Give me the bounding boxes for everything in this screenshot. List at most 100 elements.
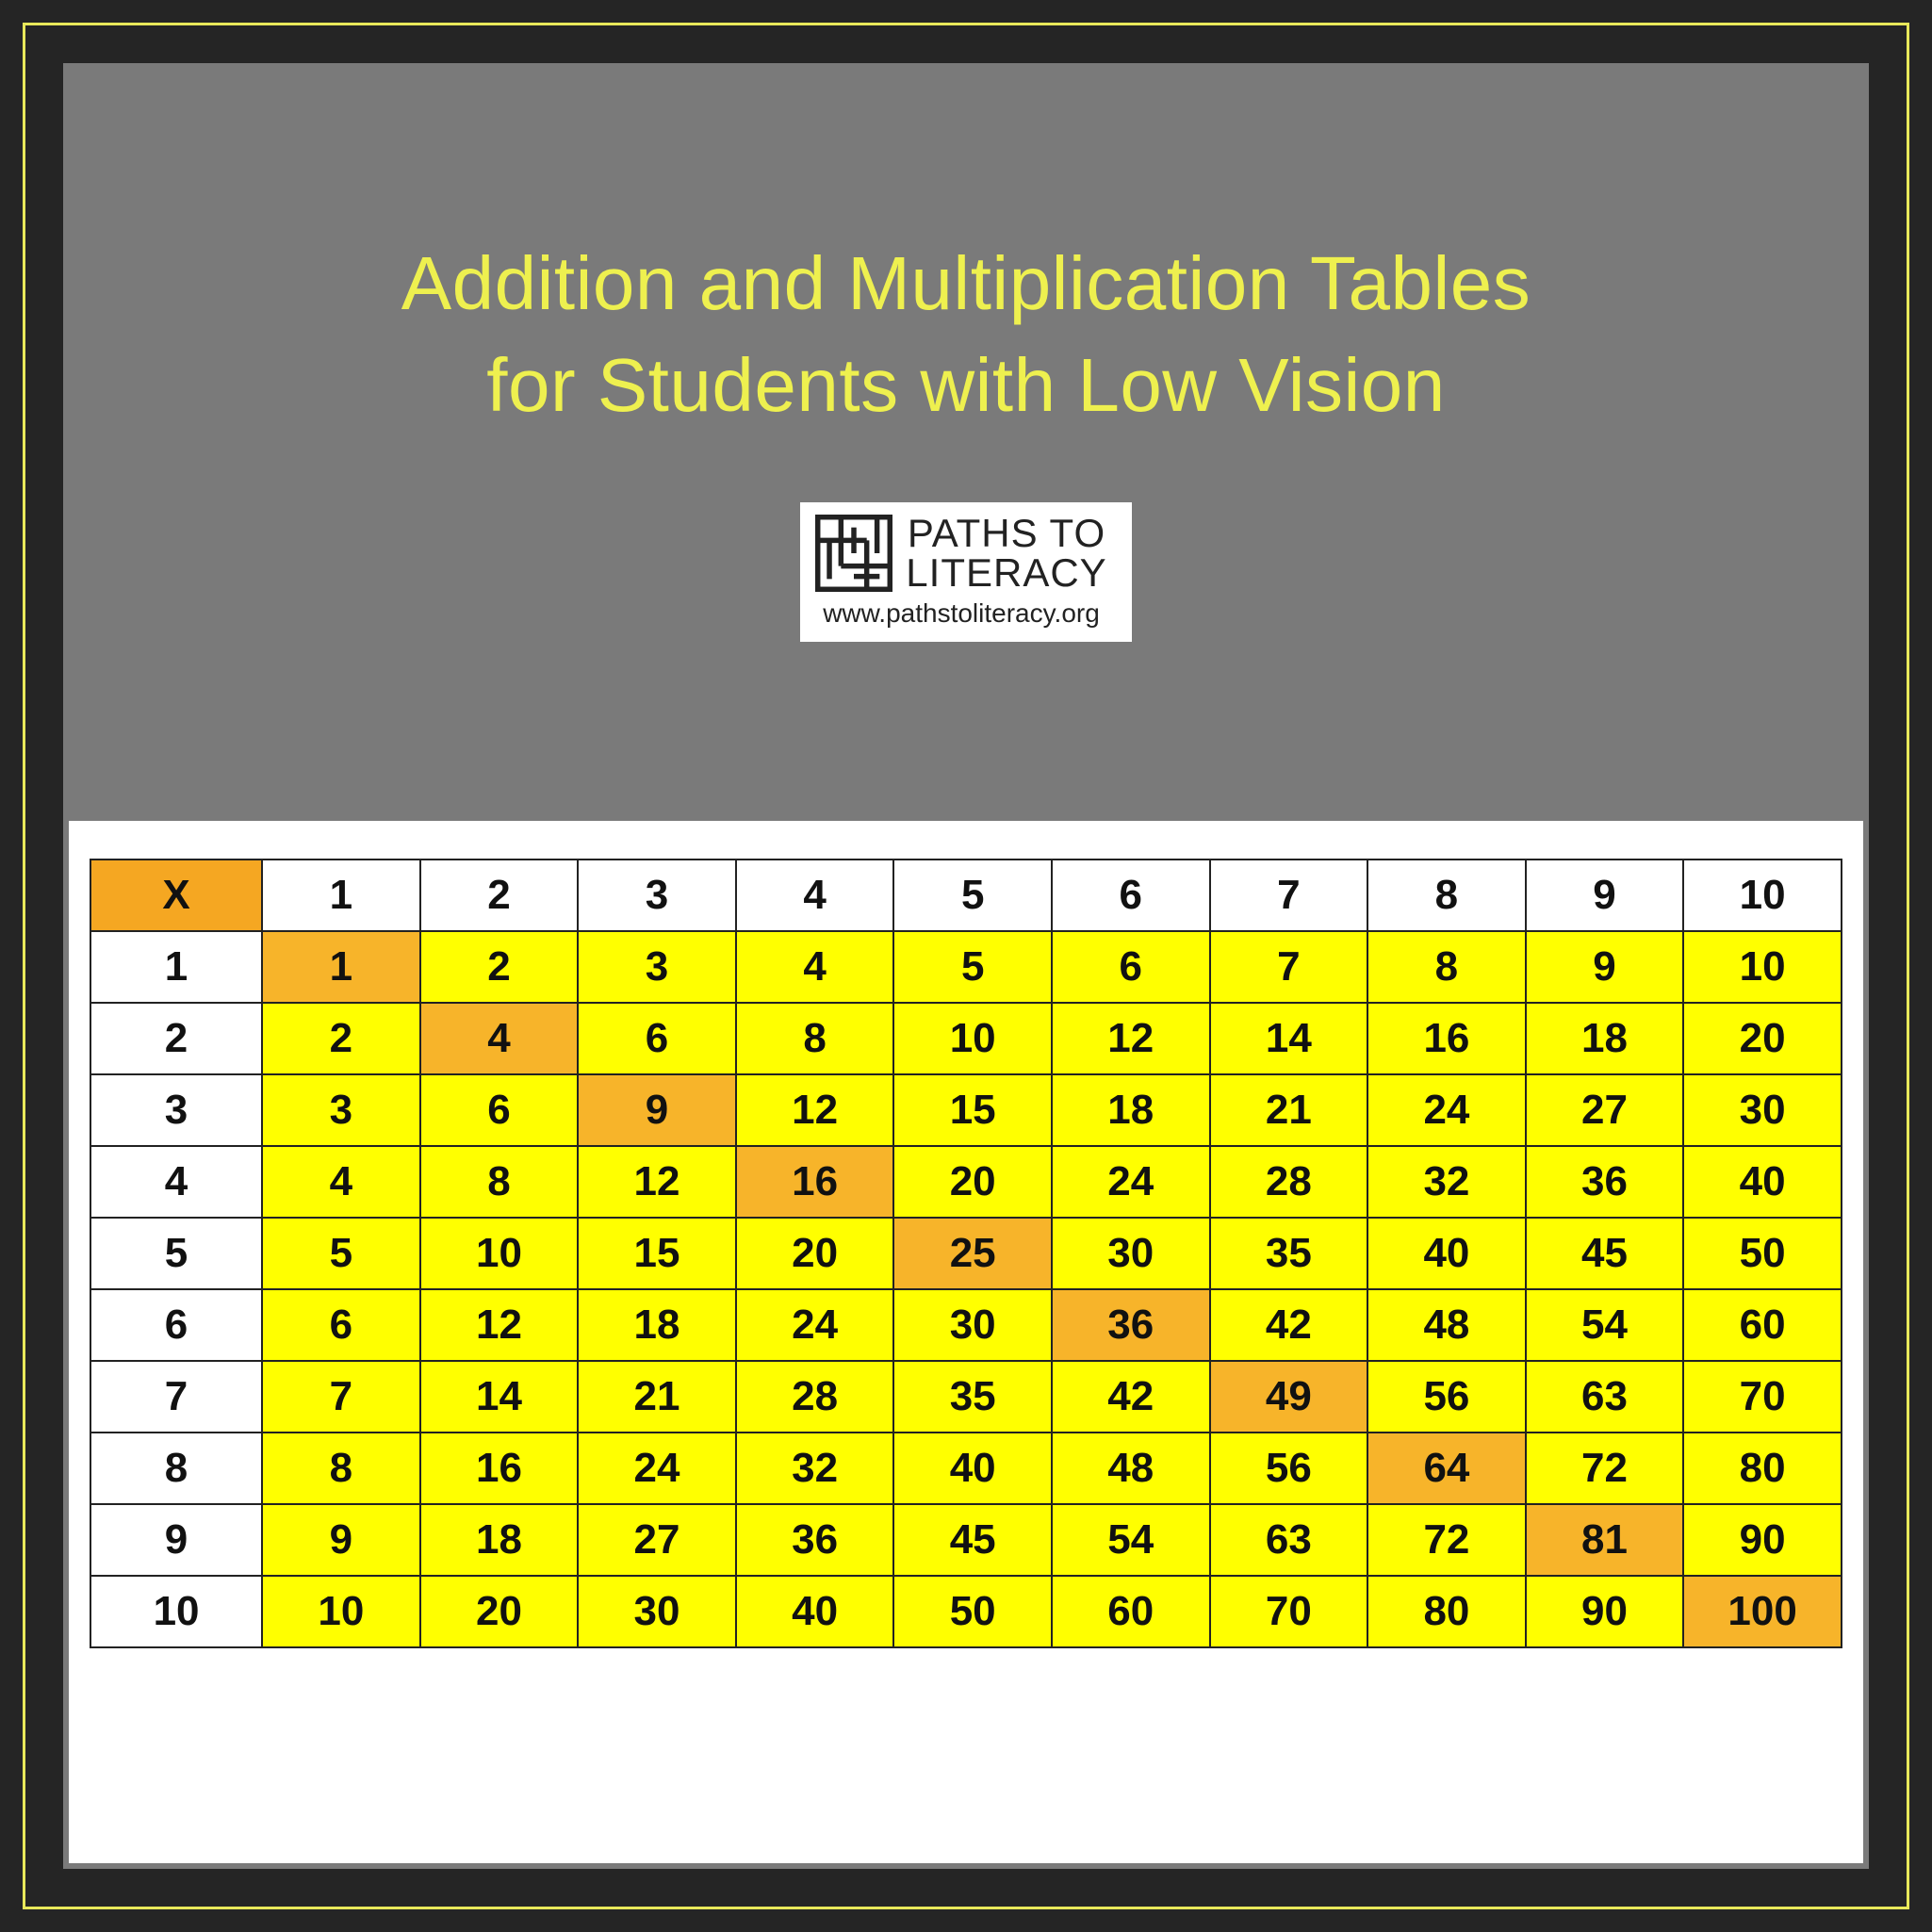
cell: 45 [893, 1504, 1052, 1576]
cell: 12 [1052, 1003, 1210, 1074]
row-header: 5 [90, 1218, 262, 1289]
cell: 35 [1210, 1218, 1368, 1289]
cell: 7 [1210, 931, 1368, 1003]
row-header: 6 [90, 1289, 262, 1361]
cell: 16 [736, 1146, 894, 1218]
row-header: 1 [90, 931, 262, 1003]
row-header: 10 [90, 1576, 262, 1647]
cell: 5 [893, 931, 1052, 1003]
yellow-border: Addition and Multiplication Tables for S… [23, 23, 1909, 1909]
table-row: 5 5 10 15 20 25 30 35 40 45 50 [90, 1218, 1842, 1289]
cell: 72 [1526, 1433, 1684, 1504]
cell: 40 [736, 1576, 894, 1647]
cell: 18 [1526, 1003, 1684, 1074]
table-body: 1 1 2 3 4 5 6 7 8 9 10 [90, 931, 1842, 1647]
cell: 24 [736, 1289, 894, 1361]
cell: 10 [262, 1576, 420, 1647]
cell: 10 [1683, 931, 1842, 1003]
cell: 36 [1052, 1289, 1210, 1361]
corner-cell: X [90, 860, 262, 931]
row-header: 9 [90, 1504, 262, 1576]
cell: 28 [1210, 1146, 1368, 1218]
table-area: X 1 2 3 4 5 6 7 8 9 10 [69, 821, 1863, 1863]
cell: 12 [736, 1074, 894, 1146]
cell: 90 [1683, 1504, 1842, 1576]
cell: 27 [1526, 1074, 1684, 1146]
logo-text: PATHS TO LITERACY [906, 514, 1106, 593]
cell: 7 [262, 1361, 420, 1433]
table-row: 10 10 20 30 40 50 60 70 80 90 100 [90, 1576, 1842, 1647]
cell: 36 [1526, 1146, 1684, 1218]
cell: 32 [1367, 1146, 1526, 1218]
page-title: Addition and Multiplication Tables for S… [120, 233, 1812, 436]
col-header: 6 [1052, 860, 1210, 931]
cell: 30 [1052, 1218, 1210, 1289]
cell: 18 [420, 1504, 579, 1576]
table-row: 3 3 6 9 12 15 18 21 24 27 30 [90, 1074, 1842, 1146]
cell: 9 [578, 1074, 736, 1146]
cell: 8 [736, 1003, 894, 1074]
cell: 50 [1683, 1218, 1842, 1289]
cell: 8 [1367, 931, 1526, 1003]
col-header: 7 [1210, 860, 1368, 931]
cell: 15 [578, 1218, 736, 1289]
cell: 3 [578, 931, 736, 1003]
cell: 2 [420, 931, 579, 1003]
cell: 12 [420, 1289, 579, 1361]
cell: 14 [1210, 1003, 1368, 1074]
multiplication-table: X 1 2 3 4 5 6 7 8 9 10 [90, 859, 1842, 1648]
table-row: 8 8 16 24 32 40 48 56 64 72 80 [90, 1433, 1842, 1504]
cell: 63 [1526, 1361, 1684, 1433]
row-header: 3 [90, 1074, 262, 1146]
maze-icon [815, 515, 892, 592]
cell: 15 [893, 1074, 1052, 1146]
col-header: 4 [736, 860, 894, 931]
cell: 10 [420, 1218, 579, 1289]
cell: 8 [262, 1433, 420, 1504]
cell: 6 [262, 1289, 420, 1361]
table-row: 1 1 2 3 4 5 6 7 8 9 10 [90, 931, 1842, 1003]
cell: 40 [1683, 1146, 1842, 1218]
logo-box: PATHS TO LITERACY www.pathstoliteracy.or… [800, 502, 1131, 642]
cell: 72 [1367, 1504, 1526, 1576]
cell: 12 [578, 1146, 736, 1218]
cell: 30 [578, 1576, 736, 1647]
cell: 27 [578, 1504, 736, 1576]
cell: 2 [262, 1003, 420, 1074]
logo-line-1: PATHS TO [906, 514, 1106, 553]
cell: 42 [1210, 1289, 1368, 1361]
inner-panel: Addition and Multiplication Tables for S… [63, 63, 1869, 1869]
cell: 18 [578, 1289, 736, 1361]
cell: 80 [1367, 1576, 1526, 1647]
cell: 45 [1526, 1218, 1684, 1289]
cell: 48 [1367, 1289, 1526, 1361]
row-header: 7 [90, 1361, 262, 1433]
cell: 35 [893, 1361, 1052, 1433]
cell: 30 [893, 1289, 1052, 1361]
cell: 81 [1526, 1504, 1684, 1576]
cell: 10 [893, 1003, 1052, 1074]
table-row: 4 4 8 12 16 20 24 28 32 36 40 [90, 1146, 1842, 1218]
cell: 24 [1052, 1146, 1210, 1218]
cell: 8 [420, 1146, 579, 1218]
cell: 36 [736, 1504, 894, 1576]
cell: 32 [736, 1433, 894, 1504]
logo-row: PATHS TO LITERACY [815, 514, 1106, 593]
cell: 90 [1526, 1576, 1684, 1647]
cell: 21 [578, 1361, 736, 1433]
cell: 3 [262, 1074, 420, 1146]
cell: 60 [1052, 1576, 1210, 1647]
cell: 49 [1210, 1361, 1368, 1433]
cell: 56 [1210, 1433, 1368, 1504]
cell: 20 [893, 1146, 1052, 1218]
cell: 6 [578, 1003, 736, 1074]
cell: 1 [262, 931, 420, 1003]
outer-frame: Addition and Multiplication Tables for S… [0, 0, 1932, 1932]
cell: 16 [1367, 1003, 1526, 1074]
row-header: 4 [90, 1146, 262, 1218]
cell: 50 [893, 1576, 1052, 1647]
cell: 40 [1367, 1218, 1526, 1289]
title-line-2: for Students with Low Vision [486, 343, 1446, 427]
cell: 63 [1210, 1504, 1368, 1576]
cell: 24 [578, 1433, 736, 1504]
